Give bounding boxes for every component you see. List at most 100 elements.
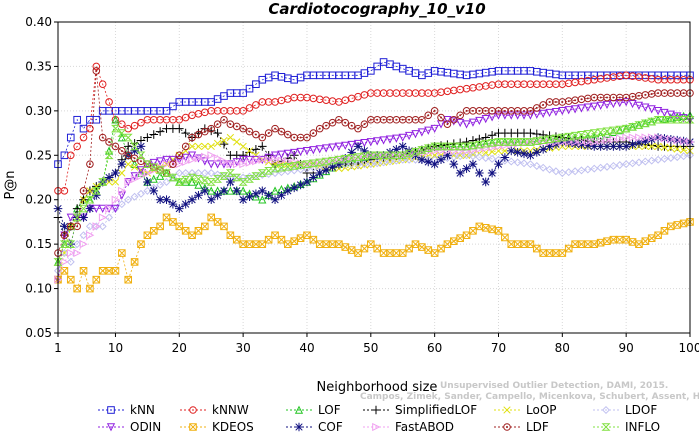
data-point bbox=[666, 110, 675, 119]
data-point bbox=[392, 249, 401, 257]
data-point bbox=[418, 243, 426, 251]
data-point bbox=[418, 115, 426, 124]
data-point bbox=[270, 151, 280, 160]
data-point bbox=[283, 186, 293, 196]
data-point bbox=[169, 160, 177, 168]
data-point bbox=[60, 222, 69, 231]
data-point bbox=[238, 178, 248, 186]
data-point bbox=[188, 142, 196, 151]
data-point bbox=[107, 406, 115, 414]
data-point bbox=[207, 124, 216, 133]
data-point bbox=[111, 142, 120, 151]
data-point bbox=[252, 157, 261, 166]
data-point bbox=[468, 159, 478, 169]
data-point bbox=[500, 138, 510, 146]
data-point bbox=[79, 213, 88, 222]
data-point bbox=[404, 146, 414, 156]
data-point bbox=[481, 177, 491, 187]
data-point bbox=[615, 99, 624, 108]
data-point bbox=[615, 134, 625, 143]
data-point bbox=[475, 222, 484, 231]
data-point bbox=[187, 173, 197, 182]
data-point bbox=[672, 135, 682, 145]
data-point bbox=[105, 213, 114, 222]
data-point bbox=[462, 151, 471, 160]
data-point bbox=[315, 158, 325, 167]
data-point bbox=[201, 142, 209, 151]
data-point bbox=[239, 142, 247, 151]
data-point-dot bbox=[414, 118, 417, 121]
series-kdeos bbox=[54, 213, 694, 293]
data-point bbox=[398, 133, 407, 142]
y-tick-label: 0.10 bbox=[25, 282, 52, 296]
data-point bbox=[475, 153, 484, 162]
data-point bbox=[315, 168, 325, 178]
data-point bbox=[570, 105, 580, 114]
legend: kNN kNNW LOF SimplifiedLOF LoOP LDOF ODIN KDEOS… bbox=[98, 403, 660, 434]
data-point bbox=[188, 231, 196, 240]
data-point bbox=[289, 183, 299, 193]
data-point-dot bbox=[267, 132, 270, 135]
data-point bbox=[188, 155, 197, 164]
data-point bbox=[130, 121, 139, 130]
x-tick-label: 70 bbox=[491, 341, 506, 355]
data-point bbox=[557, 133, 567, 142]
data-point bbox=[513, 138, 523, 146]
data-point bbox=[525, 138, 535, 146]
data-point-dot bbox=[561, 100, 564, 103]
data-point bbox=[270, 186, 280, 195]
data-point bbox=[494, 159, 503, 169]
data-point bbox=[207, 213, 216, 222]
data-point bbox=[424, 111, 433, 120]
data-point bbox=[417, 155, 427, 165]
data-point bbox=[354, 124, 362, 133]
data-point bbox=[322, 157, 331, 166]
data-point bbox=[558, 107, 567, 116]
data-point bbox=[226, 133, 235, 142]
data-point bbox=[360, 244, 369, 253]
data-point bbox=[309, 235, 318, 244]
data-point bbox=[86, 231, 95, 240]
data-point bbox=[187, 195, 197, 205]
data-point-dot bbox=[506, 426, 508, 428]
data-point bbox=[296, 234, 305, 243]
data-point bbox=[73, 248, 82, 258]
data-point bbox=[169, 102, 177, 111]
legend-item-knn: kNN bbox=[98, 403, 155, 417]
data-point-dot bbox=[88, 163, 91, 166]
data-point bbox=[520, 138, 529, 147]
data-point bbox=[481, 224, 490, 232]
data-point bbox=[558, 249, 567, 257]
data-point bbox=[168, 199, 178, 209]
legend-item-lof: LOF bbox=[286, 403, 341, 417]
data-point bbox=[124, 195, 133, 204]
data-point bbox=[124, 124, 133, 133]
data-point bbox=[526, 150, 535, 160]
data-point bbox=[106, 423, 116, 432]
data-point bbox=[455, 168, 465, 178]
data-point bbox=[79, 204, 89, 213]
data-point bbox=[392, 145, 401, 154]
data-point bbox=[615, 125, 625, 134]
data-point bbox=[564, 244, 573, 253]
data-point bbox=[213, 218, 222, 226]
data-point bbox=[539, 249, 547, 257]
legend-label: LoOP bbox=[526, 403, 557, 417]
data-point bbox=[238, 195, 248, 205]
data-point bbox=[405, 155, 414, 164]
data-point bbox=[367, 89, 375, 97]
data-point bbox=[385, 135, 395, 144]
data-point bbox=[372, 422, 381, 432]
data-point bbox=[386, 157, 394, 166]
data-point bbox=[596, 101, 605, 110]
data-point bbox=[302, 147, 312, 156]
data-point bbox=[124, 275, 133, 284]
data-point-dot bbox=[216, 123, 219, 126]
data-point bbox=[219, 186, 229, 196]
data-point-dot bbox=[599, 96, 602, 99]
data-point bbox=[570, 131, 580, 140]
data-point bbox=[149, 158, 158, 168]
data-point-dot bbox=[108, 140, 111, 143]
data-point-dot bbox=[197, 133, 200, 136]
data-point bbox=[679, 146, 688, 154]
